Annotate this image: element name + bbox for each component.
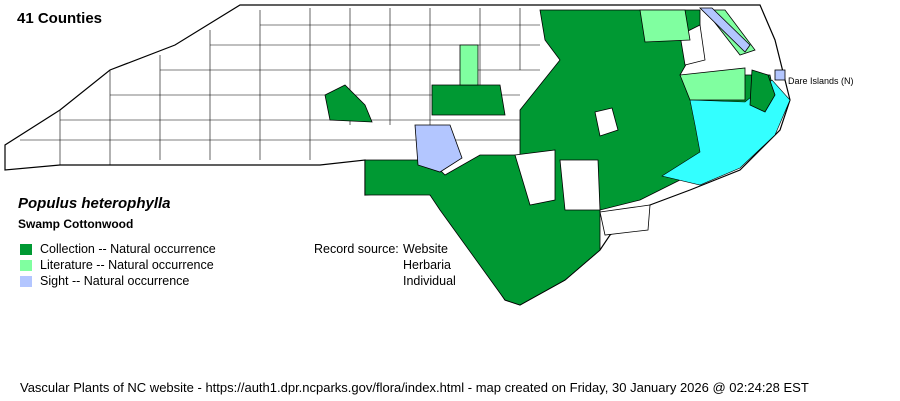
record-source-website: Website — [403, 242, 448, 256]
collection-counties — [364, 9, 776, 306]
unrecorded-eastern-counties — [514, 24, 706, 236]
collection-county-central — [431, 84, 506, 116]
common-name: Swamp Cottonwood — [18, 217, 134, 231]
legend-collection: Collection -- Natural occurrence — [20, 242, 216, 256]
dare-islands-label: Dare Islands (N) — [788, 76, 854, 86]
legend-literature: Literature -- Natural occurrence — [20, 258, 214, 272]
footer-credit: Vascular Plants of NC website - https://… — [20, 380, 809, 395]
legend-label: Collection -- Natural occurrence — [40, 242, 216, 256]
legend-label: Literature -- Natural occurrence — [40, 258, 214, 272]
sight-counties — [414, 7, 786, 173]
literature-counties — [459, 9, 756, 101]
dare-county — [749, 69, 776, 113]
record-source-herbaria: Herbaria — [403, 258, 451, 272]
sight-swatch — [20, 275, 32, 287]
record-source-label: Record source: — [314, 242, 399, 256]
collection-county-west — [324, 84, 373, 123]
legend-label: Sight -- Natural occurrence — [40, 274, 190, 288]
county-borders — [20, 8, 540, 165]
scientific-name: Populus heterophylla — [18, 195, 171, 212]
collection-swatch — [20, 243, 32, 255]
record-source-individual: Individual — [403, 274, 456, 288]
literature-swatch — [20, 259, 32, 271]
legend-sight: Sight -- Natural occurrence — [20, 274, 189, 288]
county-count: 41 Counties — [17, 10, 103, 27]
